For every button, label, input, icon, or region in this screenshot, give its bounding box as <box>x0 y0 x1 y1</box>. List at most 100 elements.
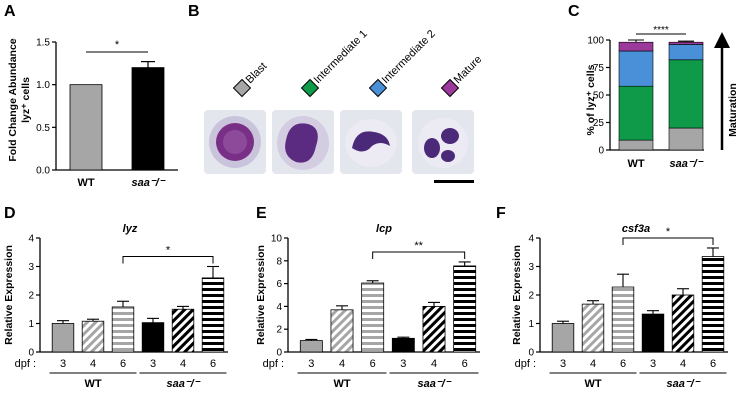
panel-a-y-tick-label: 0.0 <box>36 166 50 177</box>
panel-letter-a: A <box>4 3 16 20</box>
panel-f-x-tick-label: 4 <box>590 358 596 370</box>
stage-label: Mature <box>452 53 485 86</box>
panel-f-group-label-wt: WT <box>584 378 601 390</box>
panel-e-bar-chart: Relative Expression lcp 0 2 4 6 8 10 3 4 6 3 4 6 dpf … <box>255 223 480 390</box>
panel-a-y-tick-label: 1.0 <box>36 80 50 91</box>
mature-lobe-3 <box>441 150 455 162</box>
blast-nucleus-core <box>223 130 247 154</box>
panel-c-x-tick-label: WT <box>627 158 644 170</box>
intermediate2-nucleus <box>352 131 390 152</box>
panel-b-cell-morphology: Blast Intermediate 1 Intermediate 2 Mature <box>204 28 484 183</box>
panel-e-y-tick-label: 4 <box>276 302 282 313</box>
panel-letter-e: E <box>256 205 267 222</box>
panel-e-y-tick-label: 10 <box>271 234 283 245</box>
panel-c-bar-segment <box>668 59 704 129</box>
panel-f-bar <box>701 256 725 353</box>
panel-a-y-tick-label: 0.5 <box>36 123 50 134</box>
panel-c-bar-segment <box>668 41 704 45</box>
stage-swatch <box>440 78 460 98</box>
mature-lobe-2 <box>441 128 459 144</box>
stage-label: Intermediate 2 <box>380 28 438 86</box>
panel-a-bar <box>69 84 103 171</box>
panel-f-y-tick-label: 3 <box>528 262 534 273</box>
mature-lobe-1 <box>424 138 440 158</box>
panel-e-x-tick-label: 4 <box>339 358 345 370</box>
panel-a-y-tick-label: 1.5 <box>36 38 50 49</box>
panel-d-bar <box>51 323 75 353</box>
panel-c-bar-segment <box>668 127 704 151</box>
panel-c-y-tick-label: 50 <box>593 91 605 102</box>
maturation-arrow-head <box>714 32 730 48</box>
panel-f-group-label-saa: saa⁻/⁻ <box>666 378 700 390</box>
panel-c-bar-segment <box>668 44 704 61</box>
panel-e-significance: ** <box>414 240 423 252</box>
panel-c-y-tick-label: 25 <box>593 118 605 129</box>
panel-letter-b: B <box>188 3 200 20</box>
panel-a-x-tick-label: WT <box>77 177 94 189</box>
panel-c-x-tick-label: saa⁻/⁻ <box>669 158 703 170</box>
panel-e-bar <box>391 337 415 353</box>
panel-d-y-tick-label: 2 <box>28 291 34 302</box>
panel-e-x-tick-label: 3 <box>400 358 406 370</box>
stage-swatch <box>232 78 252 98</box>
panel-f-x-tick-label: 4 <box>680 358 686 370</box>
panel-a-ylabel-2: lyz⁺ cells <box>20 77 32 123</box>
panel-f-bar <box>551 323 575 353</box>
panel-c-bar-segment <box>618 41 654 52</box>
panel-e-title: lcp <box>376 223 392 235</box>
panel-d-bar <box>111 306 135 353</box>
panel-e-x-tick-label: 6 <box>462 358 468 370</box>
stage-swatch <box>368 78 388 98</box>
panel-f-bar <box>581 303 605 353</box>
panel-f-y-tick-label: 4 <box>528 234 534 245</box>
panel-e-bar <box>453 265 477 353</box>
panel-c-stacked-bar-chart: % of lyz⁺ cells Maturation 0 25 50 75 100 WT s… <box>585 25 739 170</box>
panel-c-ylabel: % of lyz⁺ cells <box>585 64 597 135</box>
panel-d-bar-chart: Relative Expression lyz 0 1 2 3 4 3 4 6 3 4 6 dpf : W… <box>3 223 228 390</box>
panel-d-group-label-wt: WT <box>84 378 101 390</box>
panel-d-x-tick-label: 3 <box>60 358 66 370</box>
panel-e-significance-bracket <box>372 251 466 259</box>
panel-c-y-tick-label: 100 <box>587 36 604 47</box>
panel-d-x-tick-label: 4 <box>90 358 96 370</box>
panel-d-x-tick-label: 4 <box>180 358 186 370</box>
panel-e-group-label-saa: saa⁻/⁻ <box>417 378 451 390</box>
panel-e-bar <box>361 282 385 353</box>
panel-f-x-tick-label: 3 <box>650 358 656 370</box>
panel-f-bar-chart: Relative Expression csf3a 0 1 2 3 4 3 4 6 3 4 6 dpf … <box>511 223 728 390</box>
panel-d-bar <box>171 308 195 353</box>
panel-letter-c: C <box>568 3 580 20</box>
panel-d-dpf-label: dpf : <box>15 358 36 370</box>
panel-f-dpf-label: dpf : <box>515 358 536 370</box>
panel-d-bar <box>201 277 225 353</box>
panel-e-bar <box>422 305 446 353</box>
panel-e-x-tick-label: 3 <box>308 358 314 370</box>
panel-letter-f: F <box>496 205 506 222</box>
panel-d-y-tick-label: 4 <box>28 234 34 245</box>
panel-d-bar <box>81 320 105 353</box>
panel-d-bar <box>141 322 165 353</box>
panel-d-significance-bracket <box>122 256 214 264</box>
scale-bar <box>434 180 474 183</box>
panel-a-x-tick-label: saa⁻/⁻ <box>131 177 165 189</box>
maturation-label: Maturation <box>727 83 739 137</box>
panel-f-y-tick-label: 1 <box>528 319 534 330</box>
panel-c-bar-segment <box>618 139 654 151</box>
panel-d-y-tick-label: 1 <box>28 319 34 330</box>
panel-a-ylabel-1: Fold Change Abundance <box>7 38 19 161</box>
panel-d-ylabel: Relative Expression <box>3 245 15 345</box>
panel-f-x-tick-label: 6 <box>710 358 716 370</box>
panel-e-group-label-wt: WT <box>333 378 350 390</box>
panel-letter-d: D <box>4 205 16 222</box>
panel-d-significance: * <box>166 245 171 257</box>
panel-f-bar <box>611 286 635 353</box>
panel-d-title: lyz <box>123 223 138 235</box>
panel-e-ylabel: Relative Expression <box>255 245 267 345</box>
panel-f-y-tick-label: 2 <box>528 291 534 302</box>
panel-e-y-tick-label: 8 <box>276 256 282 267</box>
intermediate1-nucleus <box>285 123 318 163</box>
panel-c-y-tick-label: 0 <box>598 146 604 157</box>
panel-e-x-tick-label: 4 <box>431 358 437 370</box>
panel-d-y-tick-label: 3 <box>28 262 34 273</box>
